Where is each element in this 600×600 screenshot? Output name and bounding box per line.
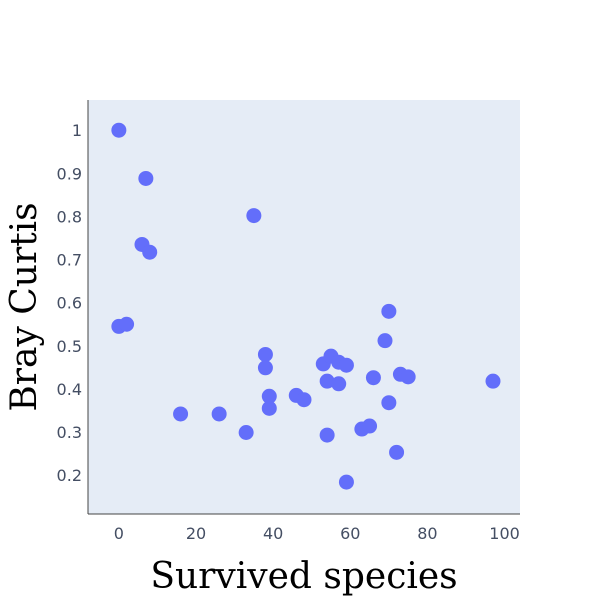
data-point: [365, 370, 381, 386]
y-tick-label: 0.5: [57, 337, 82, 356]
data-point: [485, 373, 501, 389]
data-point: [381, 395, 397, 411]
data-point: [331, 376, 347, 392]
y-tick-label: 0.7: [57, 251, 82, 270]
data-point: [377, 333, 393, 349]
y-tick-label: 0.3: [57, 423, 82, 442]
x-tick-label: 40: [263, 524, 283, 543]
x-tick-label: 20: [186, 524, 206, 543]
data-point: [296, 392, 312, 408]
points-layer: [111, 122, 501, 490]
data-point: [173, 406, 189, 422]
data-point: [338, 357, 354, 373]
y-axis-ticks: 0.2 0.3 0.4 0.5 0.6 0.7 0.8 0.9 1: [57, 121, 82, 485]
y-axis-title: Bray Curtis: [4, 202, 45, 411]
data-point: [319, 373, 335, 389]
x-axis-title: Survived species: [150, 556, 457, 597]
data-point: [389, 444, 405, 460]
y-tick-label: 1: [72, 121, 82, 140]
data-point: [138, 170, 154, 186]
data-point: [238, 424, 254, 440]
y-tick-label: 0.8: [57, 207, 82, 226]
x-axis-ticks: 0 20 40 60 80 100: [114, 524, 520, 543]
data-point: [111, 122, 127, 138]
x-tick-label: 60: [340, 524, 360, 543]
data-point: [246, 208, 262, 224]
plot-area: [88, 100, 520, 514]
data-point: [261, 400, 277, 416]
data-point: [142, 244, 158, 260]
data-point: [381, 303, 397, 319]
data-point: [211, 406, 227, 422]
y-tick-label: 0.2: [57, 466, 82, 485]
data-point: [362, 418, 378, 434]
x-tick-label: 0: [114, 524, 124, 543]
data-point: [257, 346, 273, 362]
x-tick-label: 100: [489, 524, 520, 543]
x-tick-label: 80: [417, 524, 437, 543]
data-point: [257, 360, 273, 376]
data-point: [338, 474, 354, 490]
y-tick-label: 0.9: [57, 164, 82, 183]
data-point: [119, 316, 135, 332]
data-point: [261, 388, 277, 404]
data-point: [319, 427, 335, 443]
y-tick-label: 0.4: [57, 380, 82, 399]
data-point: [400, 369, 416, 385]
y-tick-label: 0.6: [57, 294, 82, 313]
